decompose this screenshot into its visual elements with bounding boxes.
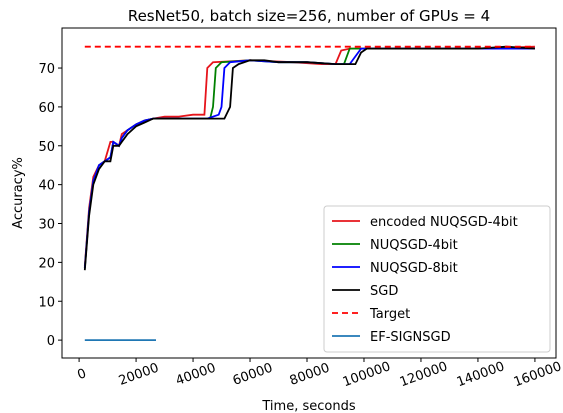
- x-tick-label: 100000: [341, 359, 393, 390]
- legend-label: EF-SIGNSGD: [370, 330, 451, 345]
- y-tick-label: 60: [38, 101, 55, 116]
- plot-frame: [61, 27, 557, 359]
- legend-label: NUQSGD-4bit: [370, 238, 458, 253]
- legend-box: [323, 205, 551, 353]
- x-tick-label: 160000: [512, 359, 563, 390]
- series-line: [83, 45, 535, 267]
- y-tick-label: 70: [38, 62, 55, 77]
- y-tick-label: 50: [38, 140, 55, 155]
- legend-label: NUQSGD-8bit: [370, 261, 458, 276]
- y-axis-label: Accuracy%: [11, 157, 26, 229]
- y-tick-label: 0: [47, 334, 55, 349]
- x-tick-label: 60000: [231, 361, 275, 389]
- x-axis-label: Time, seconds: [261, 399, 355, 413]
- legend-label: SGD: [370, 284, 398, 299]
- legend-label: Target: [369, 307, 410, 322]
- legend-label: encoded NUQSGD-4bit: [370, 215, 518, 230]
- y-tick-label: 30: [38, 218, 55, 233]
- y-tick-label: 20: [38, 256, 55, 271]
- y-tick-label: 10: [38, 295, 55, 310]
- x-tick-label: 120000: [398, 359, 450, 390]
- y-tick-label: 40: [38, 179, 55, 194]
- chart-title: ResNet50, batch size=256, number of GPUs…: [128, 7, 490, 25]
- x-tick-label: 0: [75, 366, 88, 383]
- x-tick-label: 80000: [288, 361, 332, 389]
- x-tick-label: 20000: [117, 361, 161, 389]
- x-tick-label: 40000: [174, 361, 218, 389]
- series-line: [83, 45, 535, 271]
- x-tick-label: 140000: [455, 359, 507, 390]
